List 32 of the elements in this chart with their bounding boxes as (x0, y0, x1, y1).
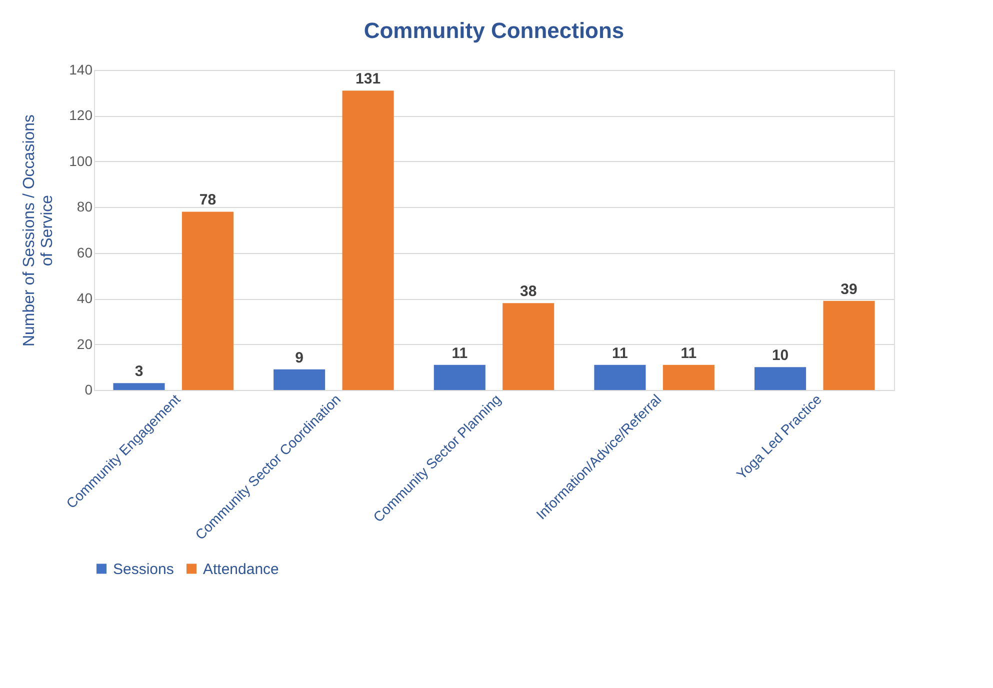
data-label: 11 (452, 344, 468, 362)
y-tick-label: 80 (76, 198, 93, 215)
y-tick-label: 120 (69, 107, 93, 124)
bar (342, 90, 394, 390)
y-tick-label: 40 (76, 290, 93, 306)
legend-label: Attendance (203, 560, 279, 578)
data-label: 78 (199, 192, 216, 209)
bar (594, 364, 646, 390)
y-axis-title: Number of Sessions / Occasions of Service (21, 114, 56, 347)
y-tick-label: 100 (69, 152, 93, 169)
bar (274, 369, 326, 390)
bar (502, 303, 554, 390)
bar (182, 212, 234, 390)
data-label: 11 (612, 344, 628, 362)
bar (113, 383, 165, 390)
data-label: 3 (134, 363, 144, 380)
y-tick-label: 140 (69, 62, 93, 78)
chart-title: Community Connections (364, 18, 624, 43)
bar (823, 300, 875, 390)
y-tick-label: 60 (76, 244, 93, 260)
bar (662, 364, 714, 390)
legend-label: Sessions (113, 560, 174, 578)
y-tick-label: 0 (84, 382, 93, 398)
bar (434, 364, 486, 390)
data-label: 131 (356, 70, 381, 88)
y-tick-label: 20 (76, 336, 93, 352)
data-label: 11 (680, 344, 697, 362)
data-label: 39 (840, 280, 858, 298)
bar (754, 367, 806, 390)
data-label: 10 (772, 347, 789, 364)
data-label: 9 (295, 349, 304, 366)
data-label: 38 (520, 283, 537, 300)
